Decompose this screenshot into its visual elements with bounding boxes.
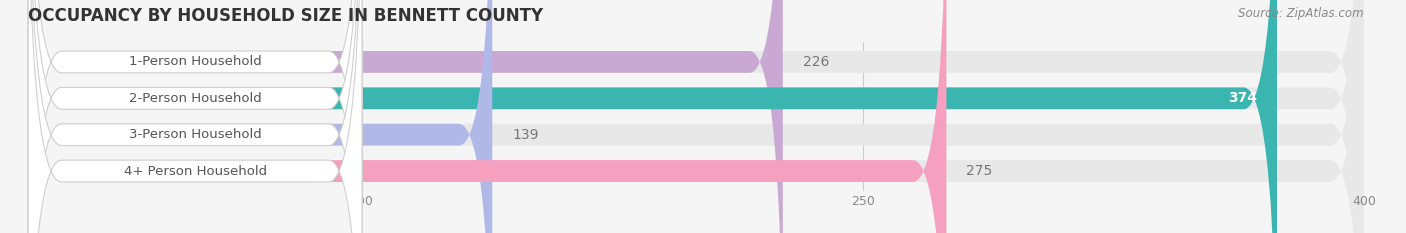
Text: 374: 374 xyxy=(1227,91,1257,105)
FancyBboxPatch shape xyxy=(28,0,1364,233)
FancyBboxPatch shape xyxy=(28,0,492,233)
FancyBboxPatch shape xyxy=(28,0,1277,233)
FancyBboxPatch shape xyxy=(28,0,1364,233)
Text: 139: 139 xyxy=(512,128,538,142)
FancyBboxPatch shape xyxy=(28,0,1364,233)
Text: 2-Person Household: 2-Person Household xyxy=(129,92,262,105)
Text: 1-Person Household: 1-Person Household xyxy=(129,55,262,69)
FancyBboxPatch shape xyxy=(28,0,1364,233)
FancyBboxPatch shape xyxy=(28,0,363,233)
FancyBboxPatch shape xyxy=(28,0,363,233)
Text: OCCUPANCY BY HOUSEHOLD SIZE IN BENNETT COUNTY: OCCUPANCY BY HOUSEHOLD SIZE IN BENNETT C… xyxy=(28,7,543,25)
Text: Source: ZipAtlas.com: Source: ZipAtlas.com xyxy=(1239,7,1364,20)
Text: 4+ Person Household: 4+ Person Household xyxy=(124,164,267,178)
Text: 226: 226 xyxy=(803,55,830,69)
FancyBboxPatch shape xyxy=(28,0,363,233)
Text: 3-Person Household: 3-Person Household xyxy=(129,128,262,141)
FancyBboxPatch shape xyxy=(28,0,946,233)
FancyBboxPatch shape xyxy=(28,0,783,233)
Text: 275: 275 xyxy=(966,164,993,178)
FancyBboxPatch shape xyxy=(28,0,363,233)
